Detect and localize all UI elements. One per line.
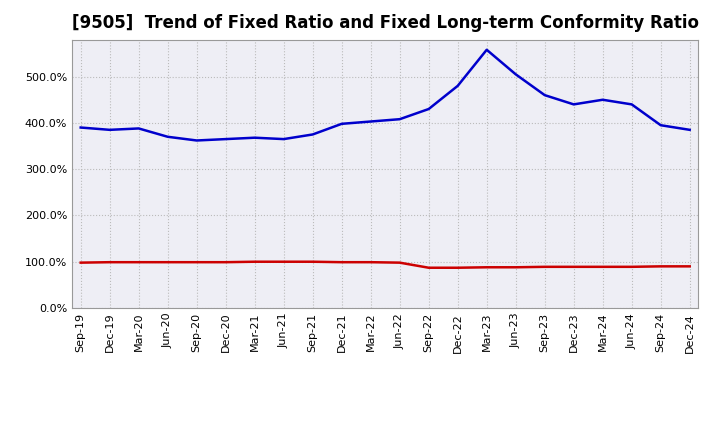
Line: Fixed Ratio: Fixed Ratio — [81, 50, 690, 140]
Title: [9505]  Trend of Fixed Ratio and Fixed Long-term Conformity Ratio: [9505] Trend of Fixed Ratio and Fixed Lo… — [72, 15, 698, 33]
Fixed Long-term Conformity Ratio — [482, 264, 491, 270]
Fixed Long-term Conformity Ratio — [627, 264, 636, 269]
Fixed Long-term Conformity Ratio — [221, 260, 230, 265]
Fixed Ratio — [598, 97, 607, 103]
Fixed Ratio — [366, 119, 375, 124]
Fixed Ratio — [192, 138, 201, 143]
Fixed Long-term Conformity Ratio — [135, 260, 143, 265]
Fixed Long-term Conformity Ratio — [511, 264, 520, 270]
Fixed Long-term Conformity Ratio — [76, 260, 85, 265]
Fixed Ratio — [541, 92, 549, 98]
Fixed Ratio — [105, 127, 114, 132]
Fixed Long-term Conformity Ratio — [338, 260, 346, 265]
Fixed Ratio — [657, 123, 665, 128]
Fixed Ratio — [395, 117, 404, 122]
Fixed Long-term Conformity Ratio — [598, 264, 607, 269]
Fixed Long-term Conformity Ratio — [163, 260, 172, 265]
Fixed Long-term Conformity Ratio — [424, 265, 433, 270]
Fixed Ratio — [135, 126, 143, 131]
Fixed Ratio — [570, 102, 578, 107]
Fixed Long-term Conformity Ratio — [454, 265, 462, 270]
Fixed Long-term Conformity Ratio — [192, 260, 201, 265]
Fixed Ratio — [76, 125, 85, 130]
Fixed Ratio — [163, 134, 172, 139]
Fixed Ratio — [279, 136, 288, 142]
Fixed Ratio — [308, 132, 317, 137]
Fixed Ratio — [482, 47, 491, 52]
Fixed Ratio — [424, 106, 433, 112]
Fixed Ratio — [454, 83, 462, 88]
Line: Fixed Long-term Conformity Ratio: Fixed Long-term Conformity Ratio — [81, 262, 690, 268]
Fixed Long-term Conformity Ratio — [570, 264, 578, 269]
Fixed Long-term Conformity Ratio — [279, 259, 288, 264]
Fixed Long-term Conformity Ratio — [105, 260, 114, 265]
Fixed Ratio — [685, 127, 694, 132]
Fixed Long-term Conformity Ratio — [657, 264, 665, 269]
Fixed Long-term Conformity Ratio — [366, 260, 375, 265]
Fixed Ratio — [627, 102, 636, 107]
Fixed Ratio — [221, 136, 230, 142]
Fixed Ratio — [511, 72, 520, 77]
Fixed Ratio — [251, 135, 259, 140]
Fixed Long-term Conformity Ratio — [395, 260, 404, 265]
Fixed Ratio — [338, 121, 346, 126]
Fixed Long-term Conformity Ratio — [541, 264, 549, 269]
Fixed Long-term Conformity Ratio — [685, 264, 694, 269]
Fixed Long-term Conformity Ratio — [251, 259, 259, 264]
Fixed Long-term Conformity Ratio — [308, 259, 317, 264]
